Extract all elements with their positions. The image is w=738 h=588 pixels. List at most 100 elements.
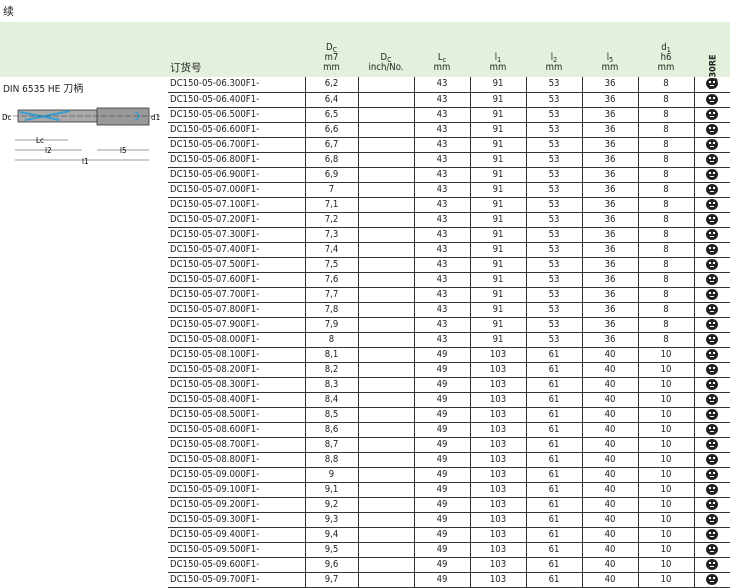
grade-cell (694, 287, 730, 303)
order-number: DC150-05-08.100F1- (168, 347, 306, 363)
cell-value: 8 (638, 167, 695, 183)
cell-value: 7,2 (305, 212, 359, 228)
cell-value: 103 (470, 497, 527, 513)
cell-value: 10 (638, 482, 695, 498)
cell-value: 61 (526, 437, 583, 453)
order-number: DC150-05-09.500F1- (168, 542, 306, 558)
cell-value: 43 (414, 182, 471, 198)
cell-value: 40 (582, 407, 639, 423)
cell-value: 8,4 (305, 392, 359, 408)
cell-value: 8,7 (305, 437, 359, 453)
l5-label: l5 (120, 146, 127, 155)
order-number: DC150-05-07.900F1- (168, 317, 306, 333)
grade-cell (694, 467, 730, 483)
cell-value (358, 437, 415, 453)
cell-value: 103 (470, 512, 527, 528)
cell-value: 91 (470, 122, 527, 138)
grade-cell (694, 437, 730, 453)
cell-value: 53 (526, 212, 583, 228)
cell-value: 53 (526, 257, 583, 273)
cell-value: 103 (470, 347, 527, 363)
cell-value (358, 77, 415, 93)
order-number: DC150-05-07.400F1- (168, 242, 306, 258)
table-row: DC150-05-08.000F1- 8 43 91 53 36 8 (168, 332, 730, 348)
order-number: DC150-05-08.000F1- (168, 332, 306, 348)
order-number: DC150-05-07.700F1- (168, 287, 306, 303)
black-face-icon (706, 528, 719, 540)
cell-value: 36 (582, 77, 639, 93)
cell-value: 10 (638, 467, 695, 483)
black-face-icon (706, 93, 719, 105)
table-row: DC150-05-08.100F1- 8,1 49 103 61 40 10 (168, 347, 730, 363)
black-face-icon (706, 393, 719, 405)
cell-value: 40 (582, 557, 639, 573)
table-row: DC150-05-07.900F1- 7,9 43 91 53 36 8 (168, 317, 730, 333)
grade-cell (694, 482, 730, 498)
cell-value (358, 302, 415, 318)
cell-value: 43 (414, 257, 471, 273)
cell-value: 103 (470, 377, 527, 393)
cell-value: 8 (638, 257, 695, 273)
cell-value: 10 (638, 557, 695, 573)
black-face-icon (706, 573, 719, 585)
black-face-icon (706, 378, 719, 390)
black-face-icon (706, 543, 719, 555)
cell-value (358, 197, 415, 213)
grade-cell (694, 167, 730, 183)
grade-cell (694, 347, 730, 363)
cell-value: 49 (414, 527, 471, 543)
table-row: DC150-05-07.700F1- 7,7 43 91 53 36 8 (168, 287, 730, 303)
cell-value: 103 (470, 362, 527, 378)
order-number: DC150-05-07.800F1- (168, 302, 306, 318)
black-face-icon (706, 558, 719, 570)
cell-value: 8 (638, 317, 695, 333)
cell-value: 40 (582, 362, 639, 378)
cell-value: 7 (305, 182, 359, 198)
cell-value: 9,3 (305, 512, 359, 528)
cell-value: 8 (305, 332, 359, 348)
grade-cell (694, 332, 730, 348)
order-number: DC150-05-09.100F1- (168, 482, 306, 498)
black-face-icon (706, 228, 719, 240)
grade-cell (694, 197, 730, 213)
cell-value: 61 (526, 497, 583, 513)
table-row: DC150-05-08.400F1- 8,4 49 103 61 40 10 (168, 392, 730, 408)
cell-value: 43 (414, 242, 471, 258)
table-row: DC150-05-09.600F1- 9,6 49 103 61 40 10 (168, 557, 730, 573)
order-number: DC150-05-08.200F1- (168, 362, 306, 378)
grade-cell (694, 557, 730, 573)
order-number: DC150-05-06.400F1- (168, 92, 306, 108)
cell-value: 8 (638, 107, 695, 123)
cell-value: 36 (582, 197, 639, 213)
grade-cell (694, 422, 730, 438)
header-col: l2 mm (545, 52, 563, 73)
table-row: DC150-05-07.300F1- 7,3 43 91 53 36 8 (168, 227, 730, 243)
cell-value (358, 212, 415, 228)
cell-value (358, 557, 415, 573)
cell-value (358, 347, 415, 363)
cell-value: 43 (414, 122, 471, 138)
cell-value: 8 (638, 302, 695, 318)
grade-cell (694, 137, 730, 153)
cell-value: 40 (582, 392, 639, 408)
cell-value: 36 (582, 167, 639, 183)
cell-value: 43 (414, 317, 471, 333)
cell-value: 6,4 (305, 92, 359, 108)
cell-value: 7,8 (305, 302, 359, 318)
order-number: DC150-05-08.700F1- (168, 437, 306, 453)
black-face-icon (706, 258, 719, 270)
cell-value: 8,1 (305, 347, 359, 363)
table-row: DC150-05-08.300F1- 8,3 49 103 61 40 10 (168, 377, 730, 393)
d1-label: d1 (151, 113, 160, 122)
cell-value: 53 (526, 287, 583, 303)
black-face-icon (706, 318, 719, 330)
cell-value: 9,7 (305, 572, 359, 588)
cell-value: 61 (526, 377, 583, 393)
cell-value: 61 (526, 452, 583, 468)
cell-value: 53 (526, 332, 583, 348)
cell-value: 8 (638, 182, 695, 198)
table-row: DC150-05-09.100F1- 9,1 49 103 61 40 10 (168, 482, 730, 498)
cell-value: 43 (414, 167, 471, 183)
cell-value: 49 (414, 377, 471, 393)
order-number: DC150-05-09.300F1- (168, 512, 306, 528)
